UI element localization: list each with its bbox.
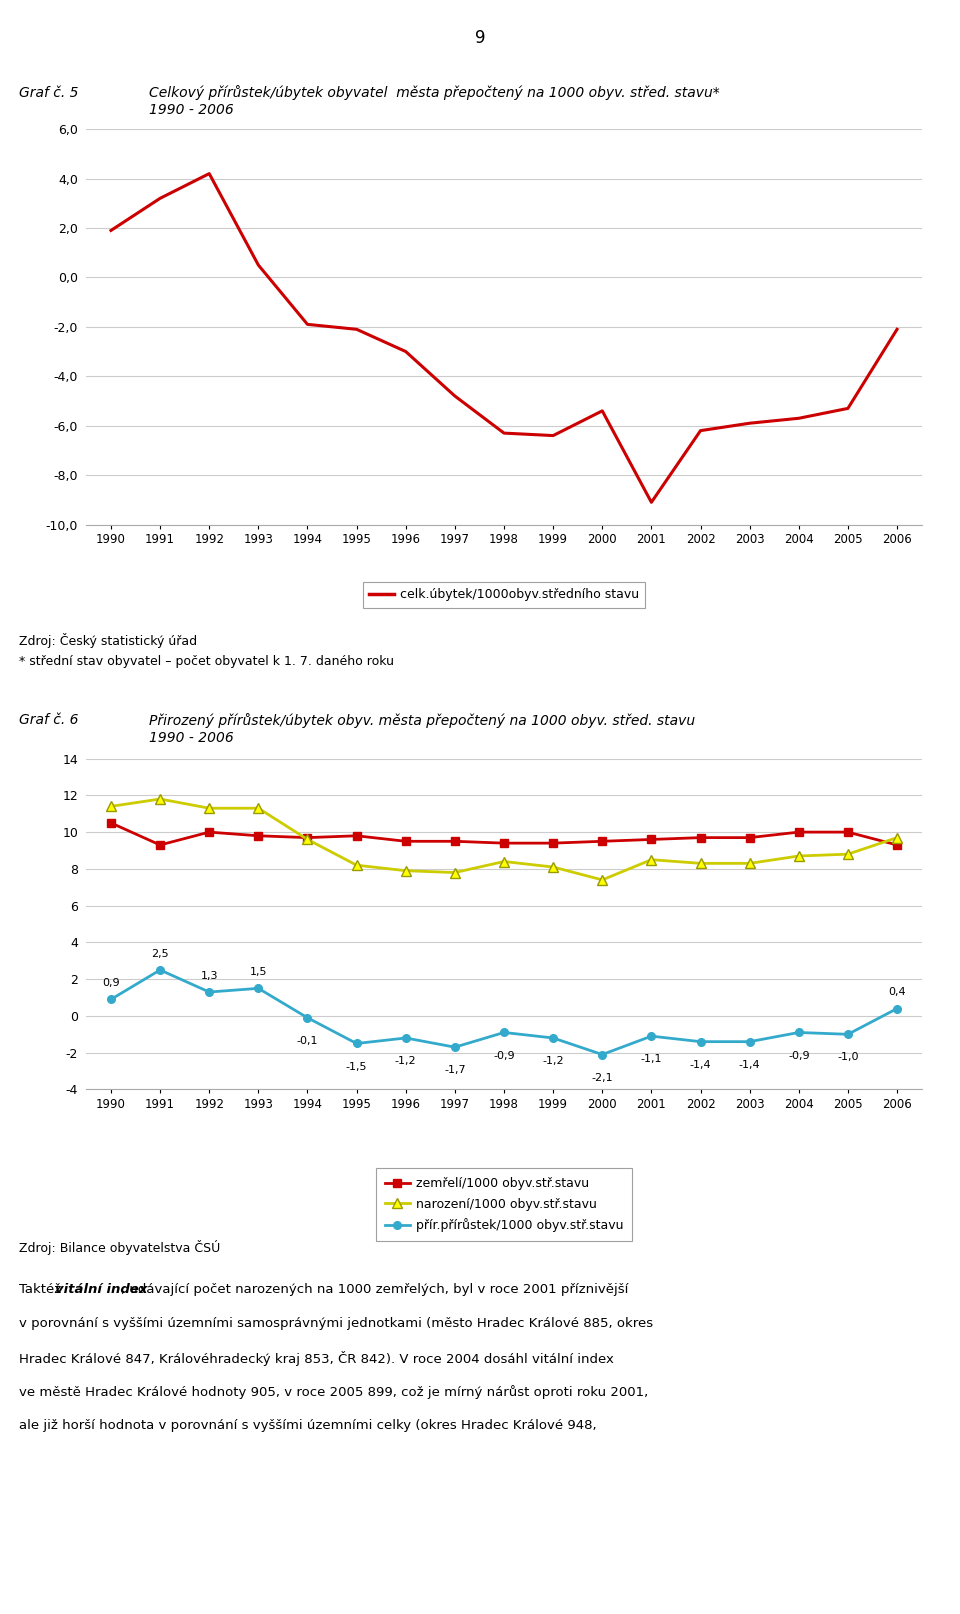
Text: ve městě Hradec Králové hodnoty 905, v roce 2005 899, což je mírný nárůst oproti: ve městě Hradec Králové hodnoty 905, v r… (19, 1385, 648, 1399)
Legend: zemřelí/1000 obyv.stř.stavu, narození/1000 obyv.stř.stavu, přír.přírůstek/1000 o: zemřelí/1000 obyv.stř.stavu, narození/10… (376, 1169, 632, 1241)
Text: v porovnání s vyššími územními samosprávnými jednotkami (město Hradec Králové 88: v porovnání s vyššími územními samospráv… (19, 1317, 654, 1330)
Text: -1,5: -1,5 (346, 1062, 368, 1072)
Text: 2,5: 2,5 (152, 949, 169, 959)
Text: 0,4: 0,4 (888, 988, 906, 997)
Text: -0,9: -0,9 (493, 1051, 515, 1060)
Text: -1,2: -1,2 (542, 1056, 564, 1065)
Text: -1,0: -1,0 (837, 1052, 858, 1062)
Text: 1,3: 1,3 (201, 972, 218, 981)
Text: Hradec Králové 847, Královéhradecký kraj 853, ČR 842). V roce 2004 dosáhl vitáln: Hradec Králové 847, Královéhradecký kraj… (19, 1351, 614, 1365)
Text: , udávající počet narozených na 1000 zemřelých, byl v roce 2001 příznivější: , udávající počet narozených na 1000 zem… (121, 1283, 629, 1296)
Text: -1,1: -1,1 (640, 1054, 662, 1064)
Text: Celkový přírůstek/úbytek obyvatel  města přepočtený na 1000 obyv. střed. stavu*
: Celkový přírůstek/úbytek obyvatel města … (149, 86, 720, 116)
Text: Zdroj: Bilance obyvatelstva ČSÚ: Zdroj: Bilance obyvatelstva ČSÚ (19, 1240, 221, 1254)
Legend: celk.úbytek/1000obyv.středního stavu: celk.úbytek/1000obyv.středního stavu (363, 583, 645, 608)
Text: -1,7: -1,7 (444, 1065, 466, 1075)
Text: Graf č. 5: Graf č. 5 (19, 86, 79, 100)
Text: Graf č. 6: Graf č. 6 (19, 713, 79, 728)
Text: 1,5: 1,5 (250, 967, 267, 976)
Text: Přirozený přírůstek/úbytek obyv. města přepočtený na 1000 obyv. střed. stavu
199: Přirozený přírůstek/úbytek obyv. města p… (149, 713, 695, 744)
Text: Taktéž: Taktéž (19, 1283, 65, 1296)
Text: -2,1: -2,1 (591, 1073, 613, 1083)
Text: -1,2: -1,2 (395, 1056, 417, 1065)
Text: -1,4: -1,4 (689, 1060, 711, 1070)
Text: vitální index: vitální index (55, 1283, 147, 1296)
Text: 0,9: 0,9 (102, 978, 120, 988)
Text: ale již horší hodnota v porovnání s vyššími územními celky (okres Hradec Králové: ale již horší hodnota v porovnání s vyšš… (19, 1419, 597, 1432)
Text: -0,1: -0,1 (297, 1036, 318, 1046)
Text: -1,4: -1,4 (739, 1060, 760, 1070)
Text: * střední stav obyvatel – počet obyvatel k 1. 7. daného roku: * střední stav obyvatel – počet obyvatel… (19, 655, 395, 668)
Text: Zdroj: Český statistický úřad: Zdroj: Český statistický úřad (19, 633, 198, 647)
Text: 9: 9 (475, 29, 485, 47)
Text: -0,9: -0,9 (788, 1051, 809, 1060)
